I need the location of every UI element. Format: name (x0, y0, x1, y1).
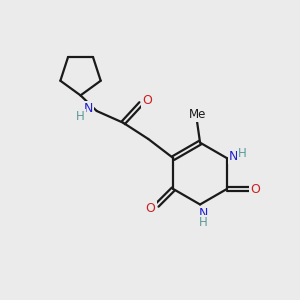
Text: N: N (84, 102, 93, 115)
Text: H: H (199, 216, 207, 229)
Text: O: O (142, 94, 152, 106)
Text: H: H (238, 147, 247, 160)
Text: Me: Me (188, 108, 206, 121)
Text: O: O (250, 182, 260, 196)
Text: O: O (146, 202, 155, 215)
Text: H: H (76, 110, 85, 123)
Text: N: N (198, 207, 208, 220)
Text: N: N (229, 150, 238, 163)
